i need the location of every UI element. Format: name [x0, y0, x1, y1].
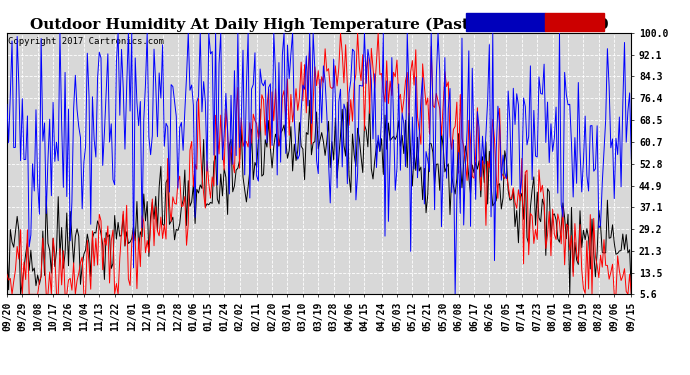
Text: Humidity (%): Humidity (%): [468, 18, 533, 27]
Text: Copyright 2017 Cartronics.com: Copyright 2017 Cartronics.com: [8, 37, 164, 46]
Title: Outdoor Humidity At Daily High Temperature (Past Year) 20170920: Outdoor Humidity At Daily High Temperatu…: [30, 18, 609, 32]
Text: Temp  (°F): Temp (°F): [547, 18, 601, 27]
